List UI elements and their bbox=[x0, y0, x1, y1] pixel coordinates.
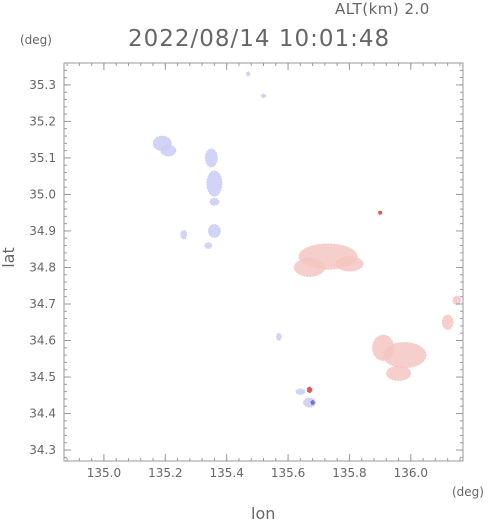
echo-region-18 bbox=[275, 332, 282, 341]
y-tick-label: 34.3 bbox=[29, 443, 56, 457]
echo-region-4 bbox=[372, 334, 395, 361]
y-tick-label: 35.3 bbox=[29, 78, 56, 92]
echo-region-10 bbox=[204, 148, 218, 168]
echo-region-19 bbox=[245, 71, 251, 77]
echo-region-21 bbox=[306, 386, 313, 394]
axis-ticks bbox=[64, 62, 463, 461]
tick-labels: 135.0 135.2 135.4 135.6 135.8 136.0 34.3 34.4 34… bbox=[29, 78, 428, 480]
y-tick-label: 34.5 bbox=[29, 370, 56, 384]
x-tick-label: 135.6 bbox=[271, 466, 305, 480]
echo-region-9 bbox=[160, 144, 177, 157]
echo-region-11 bbox=[206, 170, 223, 197]
x-tick-label: 135.8 bbox=[332, 466, 366, 480]
x-tick-label: 135.2 bbox=[148, 466, 182, 480]
echo-regions bbox=[152, 71, 462, 408]
timestamp-title: 2022/08/14 10:01:48 bbox=[128, 26, 391, 52]
echo-region-22 bbox=[377, 210, 383, 215]
echo-region-23 bbox=[310, 399, 315, 406]
y-tick-label: 34.7 bbox=[29, 297, 56, 311]
echo-region-5 bbox=[385, 365, 412, 382]
y-tick-label: 34.6 bbox=[29, 334, 56, 348]
x-axis-title: lon bbox=[251, 504, 276, 523]
echo-region-12 bbox=[209, 197, 220, 206]
echo-region-17 bbox=[295, 388, 306, 395]
echo-region-6 bbox=[441, 314, 454, 330]
echo-region-13 bbox=[207, 223, 221, 238]
x-tick-label: 135.0 bbox=[87, 466, 121, 480]
echo-region-1 bbox=[293, 257, 326, 278]
altitude-label: ALT(km) 2.0 bbox=[335, 0, 430, 18]
x-tick-label: 135.4 bbox=[209, 466, 243, 480]
echo-region-7 bbox=[452, 295, 462, 306]
y-tick-label: 34.9 bbox=[29, 224, 56, 238]
y-axis-unit: (deg) bbox=[20, 33, 52, 47]
y-tick-label: 34.8 bbox=[29, 260, 56, 274]
echo-region-20 bbox=[260, 93, 267, 99]
y-tick-label: 35.2 bbox=[29, 114, 56, 128]
y-tick-label: 34.4 bbox=[29, 407, 56, 421]
x-tick-label: 136.0 bbox=[394, 466, 428, 480]
plot-frame bbox=[63, 62, 464, 462]
echo-region-15 bbox=[180, 229, 188, 240]
y-tick-label: 35.1 bbox=[29, 151, 56, 165]
y-tick-label: 35.0 bbox=[29, 187, 56, 201]
echo-region-16 bbox=[302, 397, 317, 408]
echo-region-2 bbox=[335, 256, 364, 272]
echo-region-14 bbox=[204, 242, 213, 249]
x-axis-unit: (deg) bbox=[452, 485, 484, 499]
